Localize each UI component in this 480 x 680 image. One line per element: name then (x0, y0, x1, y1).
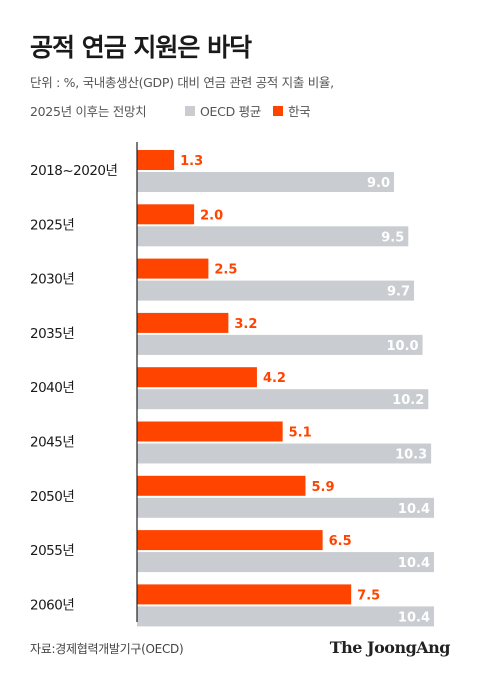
legend-item-korea: 한국 (272, 101, 311, 120)
data-label-oecd: 10.3 (395, 448, 427, 463)
chart-subtitle-unit: 단위 : %, 국내총생산(GDP) 대비 연금 관련 공적 지출 비율, (30, 75, 334, 90)
data-label-korea: 4.2 (263, 371, 286, 386)
category-label: 2025년 (30, 217, 74, 233)
bar-korea (137, 258, 209, 279)
bar-oecd (137, 443, 432, 464)
bar-oecd (137, 497, 434, 518)
data-label-oecd: 10.4 (398, 502, 430, 517)
legend-swatch-korea (272, 105, 283, 116)
data-label-oecd: 10.4 (398, 556, 430, 571)
bar-oecd (137, 389, 429, 410)
category-label: 2055년 (30, 543, 74, 559)
data-label-oecd: 10.0 (386, 339, 418, 354)
data-label-oecd: 9.5 (381, 230, 404, 245)
category-label: 2050년 (30, 489, 74, 505)
category-label: 2040년 (30, 380, 74, 396)
bar-oecd (137, 606, 434, 627)
data-label-korea: 2.5 (214, 263, 237, 278)
data-label-korea: 1.3 (180, 154, 203, 169)
chart-legend: OECD 평균 한국 (185, 101, 322, 120)
bar-korea (137, 204, 195, 225)
bar-oecd (137, 172, 395, 192)
category-label: 2030년 (30, 272, 74, 288)
bar-korea (137, 530, 323, 551)
data-label-oecd: 9.0 (367, 176, 390, 191)
bar-korea (137, 421, 283, 442)
legend-label-oecd: OECD 평균 (200, 104, 261, 119)
legend-label-korea: 한국 (287, 104, 311, 119)
bar-oecd (137, 280, 415, 301)
category-label: 2018~2020년 (30, 163, 118, 179)
data-label-korea: 3.2 (234, 317, 257, 332)
data-label-oecd: 9.7 (387, 285, 410, 300)
chart-title: 공적 연금 지원은 바닥 (30, 33, 252, 62)
bar-korea (137, 584, 352, 605)
category-label: 2060년 (30, 597, 74, 613)
bar-oecd (137, 552, 434, 573)
bar-oecd (137, 334, 423, 355)
category-label: 2035년 (30, 326, 74, 342)
bar-korea (137, 475, 306, 496)
data-label-korea: 5.9 (311, 480, 334, 495)
data-label-oecd: 10.4 (398, 610, 430, 625)
publisher-logo: The JoongAng (329, 638, 451, 657)
data-label-korea: 5.1 (289, 426, 312, 441)
category-label: 2045년 (30, 435, 74, 451)
legend-item-oecd: OECD 평균 (185, 101, 261, 120)
legend-swatch-oecd (185, 105, 195, 116)
data-label-korea: 7.5 (357, 588, 380, 603)
bar-korea (137, 367, 257, 388)
source-note: 자료:경제협력개발기구(OECD) (30, 642, 184, 656)
data-label-oecd: 10.2 (392, 393, 424, 408)
data-label-korea: 6.5 (329, 534, 352, 549)
bar-oecd (137, 226, 409, 247)
data-label-korea: 2.0 (200, 208, 223, 223)
bar-korea (137, 150, 175, 170)
bar-korea (137, 312, 229, 333)
chart-subtitle-forecast: 2025년 이후는 전망치 (30, 104, 147, 119)
